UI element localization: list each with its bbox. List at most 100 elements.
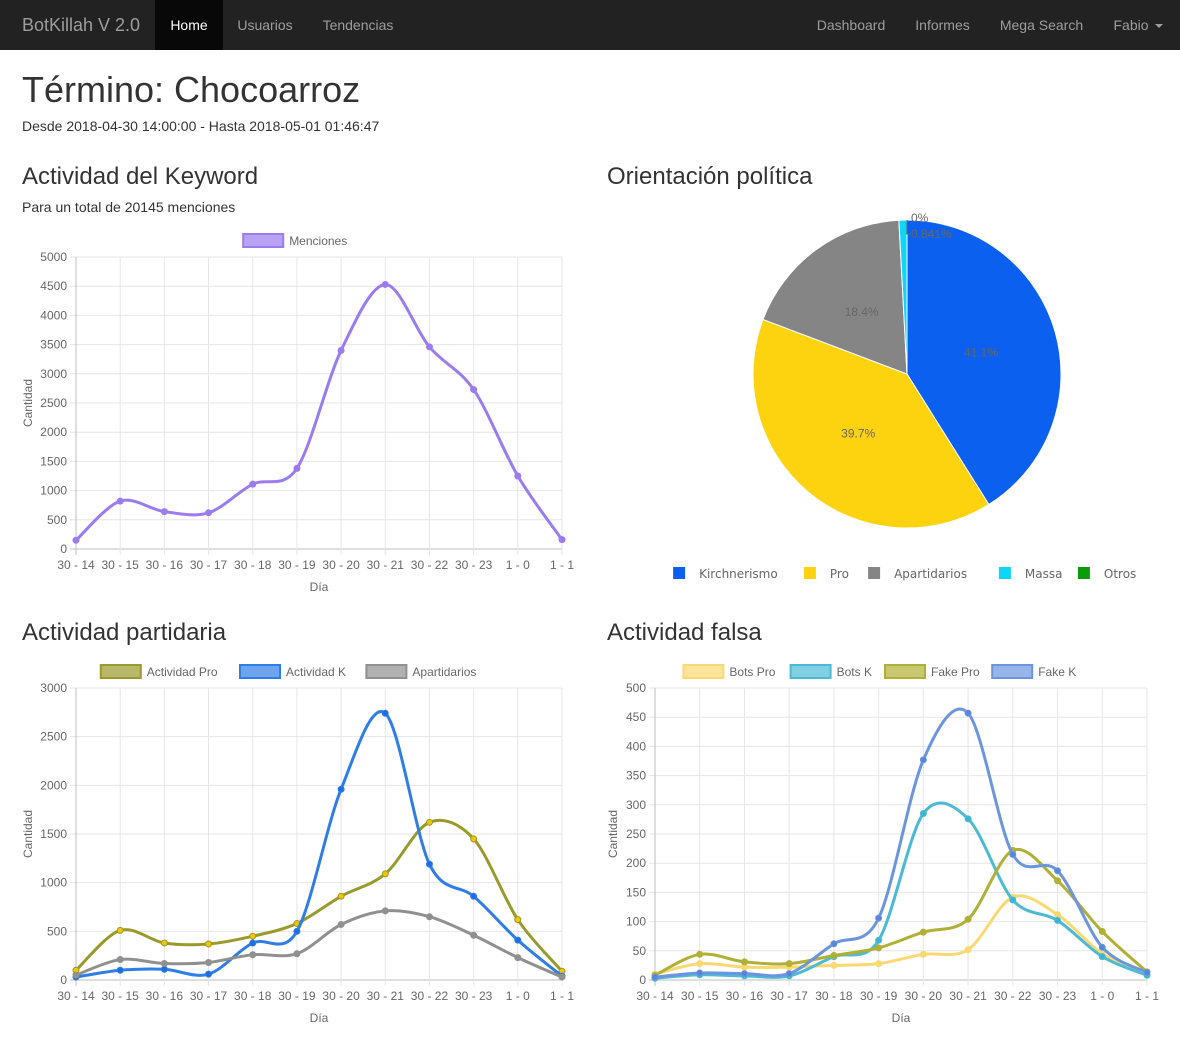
- x-tick-label: 30 - 15: [681, 989, 719, 1003]
- data-point: [514, 916, 522, 924]
- y-tick-label: 500: [626, 681, 646, 695]
- data-point: [381, 280, 389, 288]
- data-point: [72, 536, 80, 544]
- legend-swatch-3: [991, 664, 1034, 679]
- data-point: [425, 818, 433, 826]
- y-tick-label: 3500: [40, 338, 67, 352]
- y-tick-label: 50: [633, 944, 647, 958]
- x-tick-label: 1 - 1: [550, 558, 574, 572]
- pie-legend-label-0: Kirchnerismo: [699, 567, 778, 581]
- brand-link[interactable]: BotKillah V 2.0: [22, 15, 141, 35]
- data-point: [964, 946, 972, 954]
- legend-label-1: Bots K: [837, 665, 872, 679]
- data-point: [1098, 928, 1106, 936]
- x-tick-label: 30 - 19: [860, 989, 898, 1003]
- data-point: [651, 973, 659, 981]
- data-point: [875, 960, 883, 968]
- y-tick-label: 2000: [40, 425, 67, 439]
- data-point: [696, 960, 704, 968]
- x-tick-label: 1 - 1: [1135, 989, 1159, 1003]
- x-tick-label: 30 - 17: [190, 989, 228, 1003]
- y-tick-label: 0: [639, 973, 646, 987]
- data-point: [785, 970, 793, 978]
- x-axis-title: Día: [310, 580, 329, 594]
- y-axis-title: Cantidad: [21, 379, 35, 427]
- pie-legend-label-1: Pro: [830, 567, 849, 581]
- data-point: [381, 907, 389, 915]
- keyword-activity-chart[interactable]: Menciones 0 500 1000 1500 2000 2500 3000 3500 400…: [0, 226, 590, 602]
- pie-slice-1: [752, 318, 990, 529]
- data-point: [919, 928, 927, 936]
- y-tick-label: 4500: [40, 279, 67, 293]
- x-tick-label: 30 - 18: [234, 558, 272, 572]
- data-point: [205, 958, 213, 966]
- data-point: [964, 815, 972, 823]
- y-tick-label: 1000: [40, 484, 67, 498]
- data-point: [337, 921, 345, 929]
- y-tick-label: 3000: [40, 681, 67, 695]
- y-tick-label: 2000: [40, 778, 67, 792]
- series-line-2: [75, 909, 563, 979]
- pie-slice-label: 18.4%: [845, 305, 879, 319]
- y-tick-label: 500: [47, 924, 67, 938]
- data-point: [425, 860, 433, 868]
- x-tick-label: 30 - 21: [949, 989, 987, 1003]
- data-point: [696, 969, 704, 977]
- y-tick-label: 350: [626, 769, 646, 783]
- y-tick-label: 250: [626, 827, 646, 841]
- data-point: [875, 914, 883, 922]
- nav-user-menu[interactable]: Fabio: [1099, 0, 1177, 50]
- data-point: [337, 892, 345, 900]
- x-tick-label: 1 - 1: [550, 989, 574, 1003]
- nav-dashboard[interactable]: Dashboard: [816, 17, 886, 33]
- x-tick-label: 30 - 18: [815, 989, 853, 1003]
- politica-section-title: Orientación política: [607, 163, 813, 190]
- nav-tendencias[interactable]: Tendencias: [322, 17, 394, 33]
- x-tick-label: 30 - 22: [411, 558, 449, 572]
- fake-activity-chart[interactable]: Bots Pro Bots K Fake Pro Fake K 0 50 100 150 200…: [590, 658, 1180, 1034]
- political-orientation-chart[interactable]: 41.1% 39.7% 18.4% 0.841% 0% Kirchnerismo Pro Ap…: [590, 210, 1180, 600]
- nav-usuarios[interactable]: Usuarios: [237, 17, 293, 33]
- x-tick-label: 30 - 14: [57, 989, 95, 1003]
- nav-mega-search[interactable]: Mega Search: [999, 17, 1084, 33]
- data-point: [116, 956, 124, 964]
- data-point: [1054, 911, 1062, 919]
- x-tick-label: 30 - 15: [102, 989, 140, 1003]
- x-tick-label: 30 - 23: [455, 558, 493, 572]
- data-point: [830, 951, 838, 959]
- data-point: [160, 508, 168, 516]
- y-tick-label: 300: [626, 798, 646, 812]
- nav-informes[interactable]: Informes: [915, 17, 970, 33]
- series-line-1: [654, 801, 1148, 980]
- x-tick-label: 30 - 18: [234, 989, 272, 1003]
- nav-home[interactable]: Home: [155, 0, 223, 50]
- x-tick-label: 30 - 17: [190, 558, 228, 572]
- data-point: [1143, 968, 1151, 976]
- x-tick-label: 30 - 20: [322, 558, 360, 572]
- data-point: [1009, 896, 1017, 904]
- data-point: [470, 386, 478, 394]
- data-point: [205, 970, 213, 978]
- pie-legend-swatch-1: [803, 567, 816, 579]
- y-tick-label: 2500: [40, 730, 67, 744]
- series-line-3: [654, 707, 1148, 979]
- x-tick-label: 30 - 16: [146, 558, 184, 572]
- data-point: [740, 970, 748, 978]
- x-tick-label: 30 - 19: [278, 558, 316, 572]
- x-tick-label: 1 - 0: [506, 558, 530, 572]
- y-tick-label: 100: [626, 915, 646, 929]
- party-activity-chart[interactable]: Actividad Pro Actividad K Apartidarios 0 500…: [0, 658, 590, 1034]
- data-point: [964, 709, 972, 717]
- data-point: [425, 913, 433, 921]
- x-tick-label: 30 - 22: [411, 989, 449, 1003]
- data-point: [205, 509, 213, 517]
- legend-swatch-0: [682, 664, 725, 679]
- x-tick-label: 30 - 22: [994, 989, 1032, 1003]
- legend-swatch-2: [884, 664, 926, 679]
- data-point: [381, 870, 389, 878]
- pie-legend-label-4: Otros: [1104, 567, 1136, 581]
- data-point: [964, 915, 972, 923]
- y-tick-label: 0: [60, 973, 67, 987]
- x-tick-label: 30 - 16: [726, 989, 764, 1003]
- data-point: [249, 951, 257, 959]
